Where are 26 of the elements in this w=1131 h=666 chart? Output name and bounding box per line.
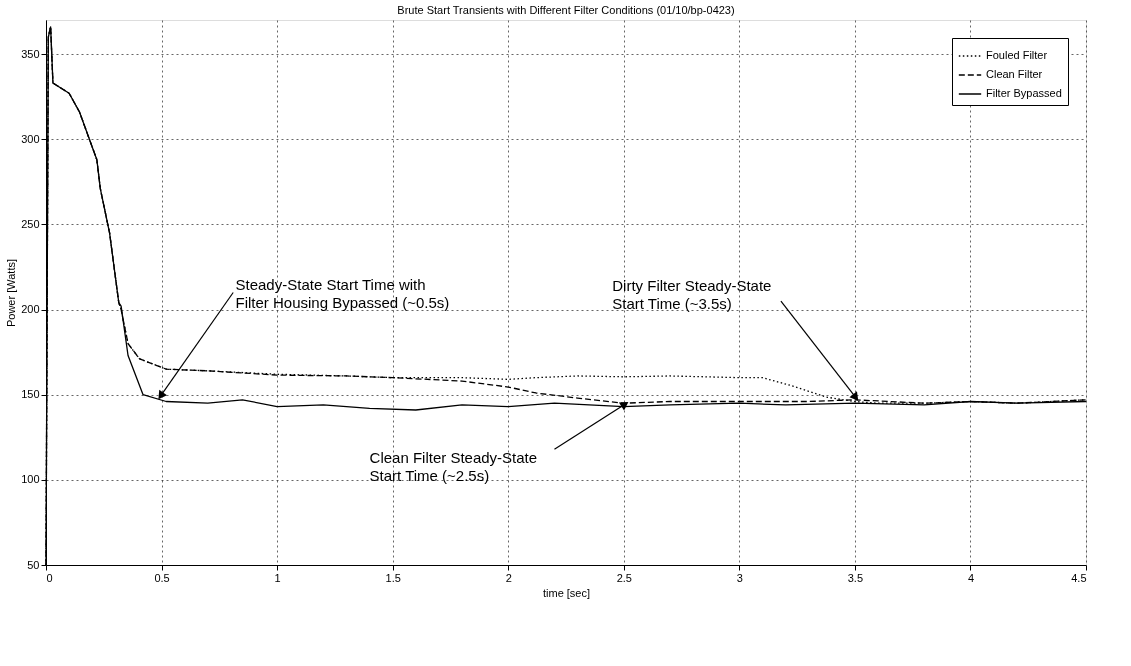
x-tick-label: 1	[274, 571, 281, 584]
x-tick-label: 2	[505, 571, 512, 584]
y-tick-label: 200	[21, 303, 40, 316]
chart-title: Brute Start Transients with Different Filter Conditions (01/10/bp-0423)	[397, 4, 735, 16]
y-tick-label: 250	[21, 217, 40, 230]
x-tick-label: 3	[736, 571, 743, 584]
annotation: Dirty Filter Steady-State Start Time (~3.5s)	[612, 277, 772, 313]
y-tick-label: 300	[21, 132, 40, 145]
x-tick-label: 2.5	[616, 571, 632, 584]
x-tick-label: 0.5	[154, 571, 170, 584]
y-axis-title: Power [Watts]	[5, 258, 18, 328]
x-tick-label: 4.5	[1071, 571, 1087, 584]
y-tick-label: 50	[27, 558, 40, 571]
x-tick-label: 4	[967, 571, 975, 584]
annotation: Steady-State Start Time with Filter Housing Bypassed (~0.5s)	[235, 275, 450, 311]
y-tick-label: 350	[21, 47, 40, 60]
legend-label: Filter Bypassed	[986, 87, 1062, 99]
x-axis-title: time [sec]	[542, 586, 591, 599]
annotation: Clean Filter Steady-State Start Time (~2.5s)	[369, 449, 538, 485]
x-tick-label: 1.5	[385, 571, 401, 584]
y-tick-label: 100	[21, 473, 40, 486]
legend-label: Clean Filter	[986, 68, 1043, 80]
x-tick-label: 0	[46, 571, 53, 584]
x-tick-label: 3.5	[847, 571, 864, 584]
legend-label: Fouled Filter	[986, 49, 1048, 61]
y-tick-label: 150	[21, 388, 40, 401]
